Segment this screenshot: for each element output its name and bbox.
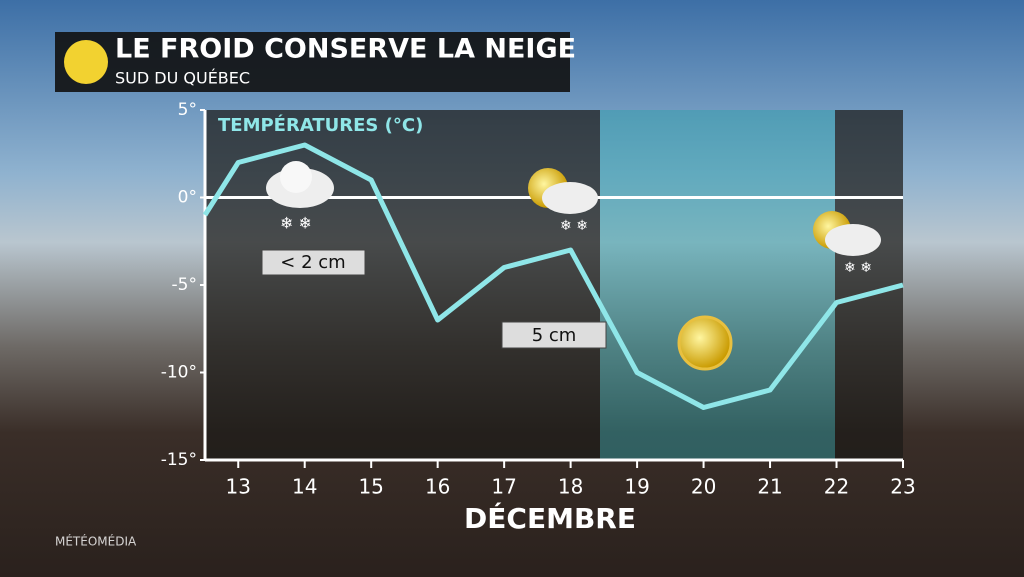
snow-icon: ❄ ❄ — [266, 161, 334, 233]
x-tick-label: 19 — [624, 475, 649, 499]
title-box — [55, 32, 570, 92]
x-tick-label: 15 — [358, 475, 383, 499]
x-tick-label: 14 — [292, 475, 317, 499]
x-tick-label: 20 — [691, 475, 716, 499]
y-tick-label: 0° — [178, 188, 197, 208]
y-axis-label: TEMPÉRATURES (°C) — [218, 114, 423, 136]
logo — [64, 40, 108, 84]
source: MÉTÉOMÉDIA — [55, 534, 137, 549]
teal-panel — [600, 110, 835, 460]
chart-title: LE FROID CONSERVE LA NEIGE — [115, 34, 576, 65]
x-tick-label: 18 — [558, 475, 583, 499]
y-tick-label: -10° — [161, 363, 197, 383]
x-tick-label: 23 — [890, 475, 915, 499]
weather-icons: ❄ ❄ ❄ ❄ ❄ ❄ — [266, 161, 881, 371]
svg-text:❄ ❄: ❄ ❄ — [560, 218, 588, 234]
annotation-box — [261, 249, 366, 276]
x-tick-label: 16 — [425, 475, 450, 499]
x-tick-label: 13 — [226, 475, 251, 499]
sun-cloud-icon: ❄ ❄ — [528, 168, 598, 234]
chart-subtitle: SUD DU QUÉBEC — [115, 69, 250, 88]
annotation: 5 cm — [532, 325, 577, 346]
annotation: < 2 cm — [280, 252, 345, 273]
temperature-line — [202, 142, 904, 410]
svg-text:❄ ❄: ❄ ❄ — [844, 260, 872, 276]
annotation-box — [501, 321, 607, 349]
x-axis-label: DÉCEMBRE — [464, 501, 636, 535]
y-tick-label: 5° — [178, 100, 197, 120]
x-tick-label: 21 — [757, 475, 782, 499]
x-tick-label: 22 — [824, 475, 849, 499]
y-tick-label: -5° — [172, 275, 197, 295]
sun-cloud-icon: ❄ ❄ — [813, 211, 881, 276]
sun-icon — [677, 315, 733, 371]
x-tick-label: 17 — [491, 475, 516, 499]
dark-panel — [205, 110, 600, 460]
y-tick-label: -15° — [161, 450, 197, 470]
svg-text:❄ ❄: ❄ ❄ — [280, 214, 312, 233]
dark-panel — [835, 110, 903, 460]
